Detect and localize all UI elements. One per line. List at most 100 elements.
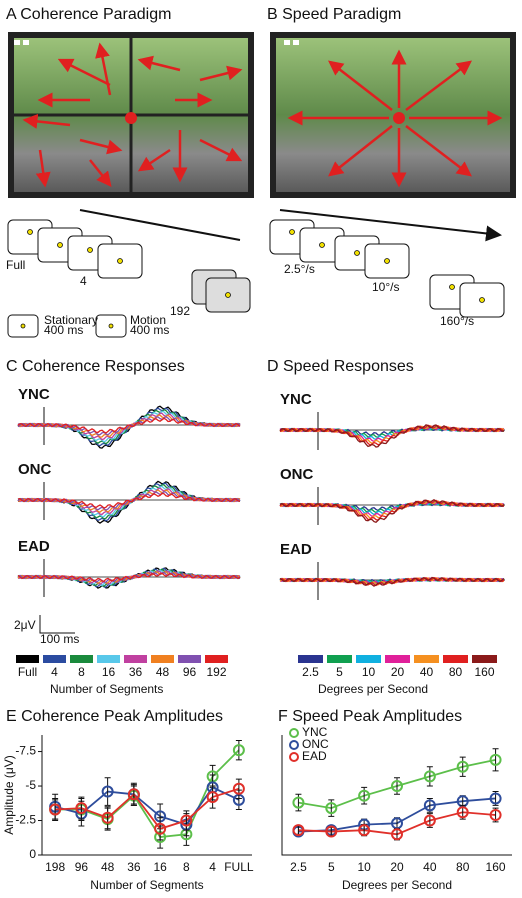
- group-label: YNC: [280, 391, 312, 408]
- label: Full: [6, 258, 25, 272]
- point: [358, 824, 371, 837]
- x-tick-label: 198: [45, 860, 65, 874]
- legend-label: Full: [18, 665, 37, 679]
- x-axis-label: Degrees per Second: [342, 878, 452, 892]
- legend-swatch: [298, 655, 323, 663]
- erp-trace: [279, 576, 505, 587]
- series-line: [55, 749, 240, 839]
- x-tick-label: 20: [390, 860, 404, 874]
- legend-label: 160: [474, 665, 494, 679]
- erp-trace: [279, 499, 505, 524]
- legend-label: 2.5: [302, 665, 319, 679]
- legend-label: 192: [206, 665, 226, 679]
- error-bar: [157, 817, 164, 841]
- x-tick-label: 80: [456, 860, 470, 874]
- y-tick-label: -5: [25, 778, 36, 792]
- motion-arrows: [22, 42, 243, 188]
- chart-title: E Coherence Peak Amplitudes: [6, 708, 223, 725]
- legend-swatch: [178, 655, 201, 663]
- error-bar: [52, 799, 59, 820]
- y-axis-label: Amplitude (μV): [2, 755, 16, 835]
- label: 192: [170, 304, 190, 318]
- group-label: ONC: [280, 466, 314, 483]
- error-bar: [426, 766, 433, 787]
- error-bar: [130, 784, 137, 805]
- error-bar: [104, 777, 111, 806]
- legend-label: EAD: [302, 749, 327, 763]
- legend-marker: [289, 752, 299, 762]
- legend-marker: [289, 740, 299, 750]
- point: [101, 785, 114, 798]
- x-tick-label: FULL: [224, 860, 254, 874]
- point: [292, 824, 305, 837]
- erp-trace: [279, 424, 505, 446]
- point: [456, 806, 469, 819]
- point: [49, 803, 62, 816]
- point: [154, 822, 167, 835]
- group-label: ONC: [18, 461, 52, 478]
- point: [101, 811, 114, 824]
- erp-trace: [279, 424, 505, 448]
- panel-title: B Speed Paradigm: [267, 6, 401, 23]
- legend-label: 48: [156, 665, 170, 679]
- x-tick-label: 8: [183, 860, 190, 874]
- legend-swatch: [414, 655, 439, 663]
- legend-label: 8: [78, 665, 85, 679]
- legend-swatch: [97, 655, 120, 663]
- erp-trace: [279, 500, 505, 519]
- legend-title: Degrees per Second: [318, 682, 428, 696]
- label: 4: [80, 274, 87, 288]
- legend-swatch: [472, 655, 497, 663]
- x-tick-label: 16: [153, 860, 167, 874]
- error-bar: [104, 806, 111, 830]
- x-tick-label: 10: [357, 860, 371, 874]
- x-tick-label: 5: [328, 860, 335, 874]
- legend-label: 36: [129, 665, 143, 679]
- erp-trace: [17, 492, 241, 509]
- group-label: EAD: [280, 541, 312, 558]
- point: [489, 809, 502, 821]
- point: [127, 788, 140, 801]
- legend-marker: [289, 728, 299, 738]
- stimulus-image: [276, 38, 510, 192]
- point: [423, 770, 436, 783]
- y-tick-label: -2.5: [15, 813, 36, 827]
- point: [391, 780, 403, 793]
- label: 2.5°/s: [284, 262, 315, 276]
- erp-trace: [17, 415, 241, 436]
- label: 400 ms: [130, 323, 169, 337]
- legend-label: 96: [183, 665, 197, 679]
- legend-swatch: [356, 655, 381, 663]
- legend-swatch: [43, 655, 66, 663]
- label: Motion: [130, 313, 166, 327]
- legend-swatch: [443, 655, 468, 663]
- point: [325, 802, 338, 815]
- group-label: YNC: [18, 386, 50, 403]
- legend-label: 40: [420, 665, 434, 679]
- error-bar: [183, 810, 190, 831]
- x-tick-label: 2.5: [290, 860, 307, 874]
- legend-title: Number of Segments: [50, 682, 163, 696]
- point: [75, 802, 88, 815]
- point: [232, 744, 245, 757]
- error-bar: [492, 748, 499, 772]
- panel-title: C Coherence Responses: [6, 358, 185, 375]
- motion-arrows: [287, 49, 503, 188]
- axes: [281, 735, 512, 856]
- legend-label: 16: [102, 665, 116, 679]
- label: 400 ms: [44, 323, 83, 337]
- point: [232, 782, 245, 795]
- x-tick-label: 48: [101, 860, 115, 874]
- point: [206, 791, 219, 804]
- panel-title: D Speed Responses: [267, 358, 414, 375]
- error-bar: [235, 740, 242, 761]
- error-bar: [459, 756, 466, 777]
- error-bar: [235, 778, 242, 799]
- legend-swatch: [70, 655, 93, 663]
- point: [391, 817, 403, 830]
- point: [180, 814, 193, 827]
- point: [489, 753, 502, 766]
- legend-label: 20: [391, 665, 405, 679]
- point: [489, 792, 502, 805]
- y-tick-label: 0: [29, 847, 36, 861]
